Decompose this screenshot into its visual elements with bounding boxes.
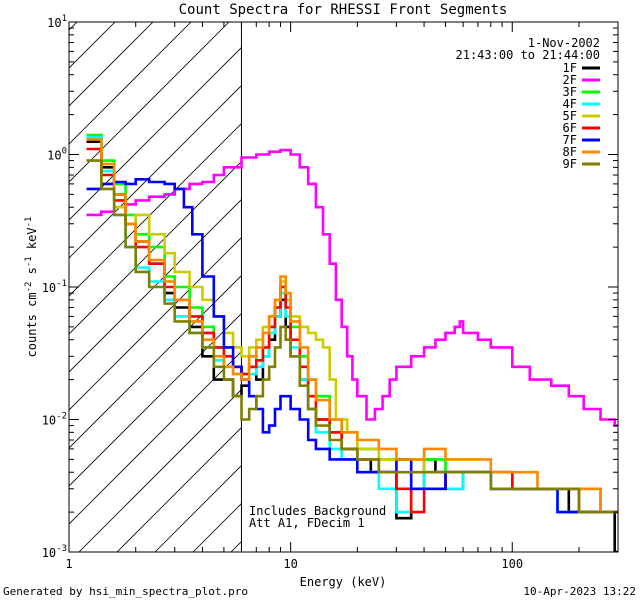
- series-line-8F: [86, 138, 618, 514]
- hatch-line: [116, 426, 242, 552]
- axis-ticks: [68, 21, 619, 553]
- hatch-line: [69, 236, 242, 411]
- hatch-line: [69, 160, 242, 335]
- annotation-background: Includes Background: [249, 504, 386, 518]
- series-line-2F: [86, 148, 618, 427]
- observation-date: 1-Nov-2002: [528, 36, 600, 50]
- hatch-line: [69, 22, 192, 145]
- footer-generated-by: Generated by hsi_min_spectra_plot.pro: [3, 585, 248, 598]
- x-axis-label: Energy (keV): [300, 575, 387, 589]
- hatch-line: [69, 22, 230, 183]
- legend-label-4F: 4F: [563, 97, 577, 111]
- legend-label-3F: 3F: [563, 85, 577, 99]
- hatch-line: [78, 388, 242, 552]
- x-tick-labels: 1 10 100: [65, 557, 523, 571]
- hatch-line: [69, 198, 242, 373]
- legend-label-2F: 2F: [563, 73, 577, 87]
- series-group: [86, 133, 618, 552]
- hatch-line: [69, 122, 242, 297]
- hatch-line: [69, 312, 242, 487]
- y-tick-label: 10-1: [42, 279, 67, 295]
- legend-label-6F: 6F: [563, 121, 577, 135]
- legend-label-8F: 8F: [563, 145, 577, 159]
- annotation-attenuator: Att A1, FDecim 1: [249, 516, 365, 530]
- legend-label-1F: 1F: [563, 61, 577, 75]
- hatch-line: [69, 22, 78, 31]
- series-line-9F: [86, 159, 618, 514]
- hatch-line: [69, 22, 154, 107]
- x-tick-label: 100: [501, 557, 523, 571]
- y-tick-label: 100: [47, 147, 67, 163]
- hatch-line: [69, 46, 242, 221]
- hatch-line: [69, 350, 242, 525]
- hatch-line: [69, 22, 116, 69]
- chart-title: Count Spectra for RHESSI Front Segments: [179, 2, 508, 18]
- series-line-6F: [86, 147, 618, 514]
- series-line-3F: [86, 133, 618, 514]
- y-tick-labels: 10-3 10-2 10-1 100 101: [42, 14, 67, 560]
- y-tick-label: 10-2: [42, 412, 67, 428]
- observation-time-range: 21:43:00 to 21:44:00: [456, 48, 601, 62]
- hatched-region: [69, 22, 242, 552]
- legend-label-9F: 9F: [563, 157, 577, 171]
- footer-timestamp: 10-Apr-2023 13:22: [523, 585, 636, 598]
- legend-label-7F: 7F: [563, 133, 577, 147]
- series-line-7F: [86, 178, 618, 514]
- hatch-line: [69, 84, 242, 259]
- series-line-1F: [86, 140, 618, 552]
- y-tick-label: 10-3: [42, 544, 67, 560]
- x-tick-label: 1: [65, 557, 72, 571]
- y-axis-label: counts cm-2 s-1 keV-1: [24, 217, 39, 358]
- x-tick-label: 10: [283, 557, 297, 571]
- legend-label-5F: 5F: [563, 109, 577, 123]
- y-tick-label: 101: [47, 14, 67, 30]
